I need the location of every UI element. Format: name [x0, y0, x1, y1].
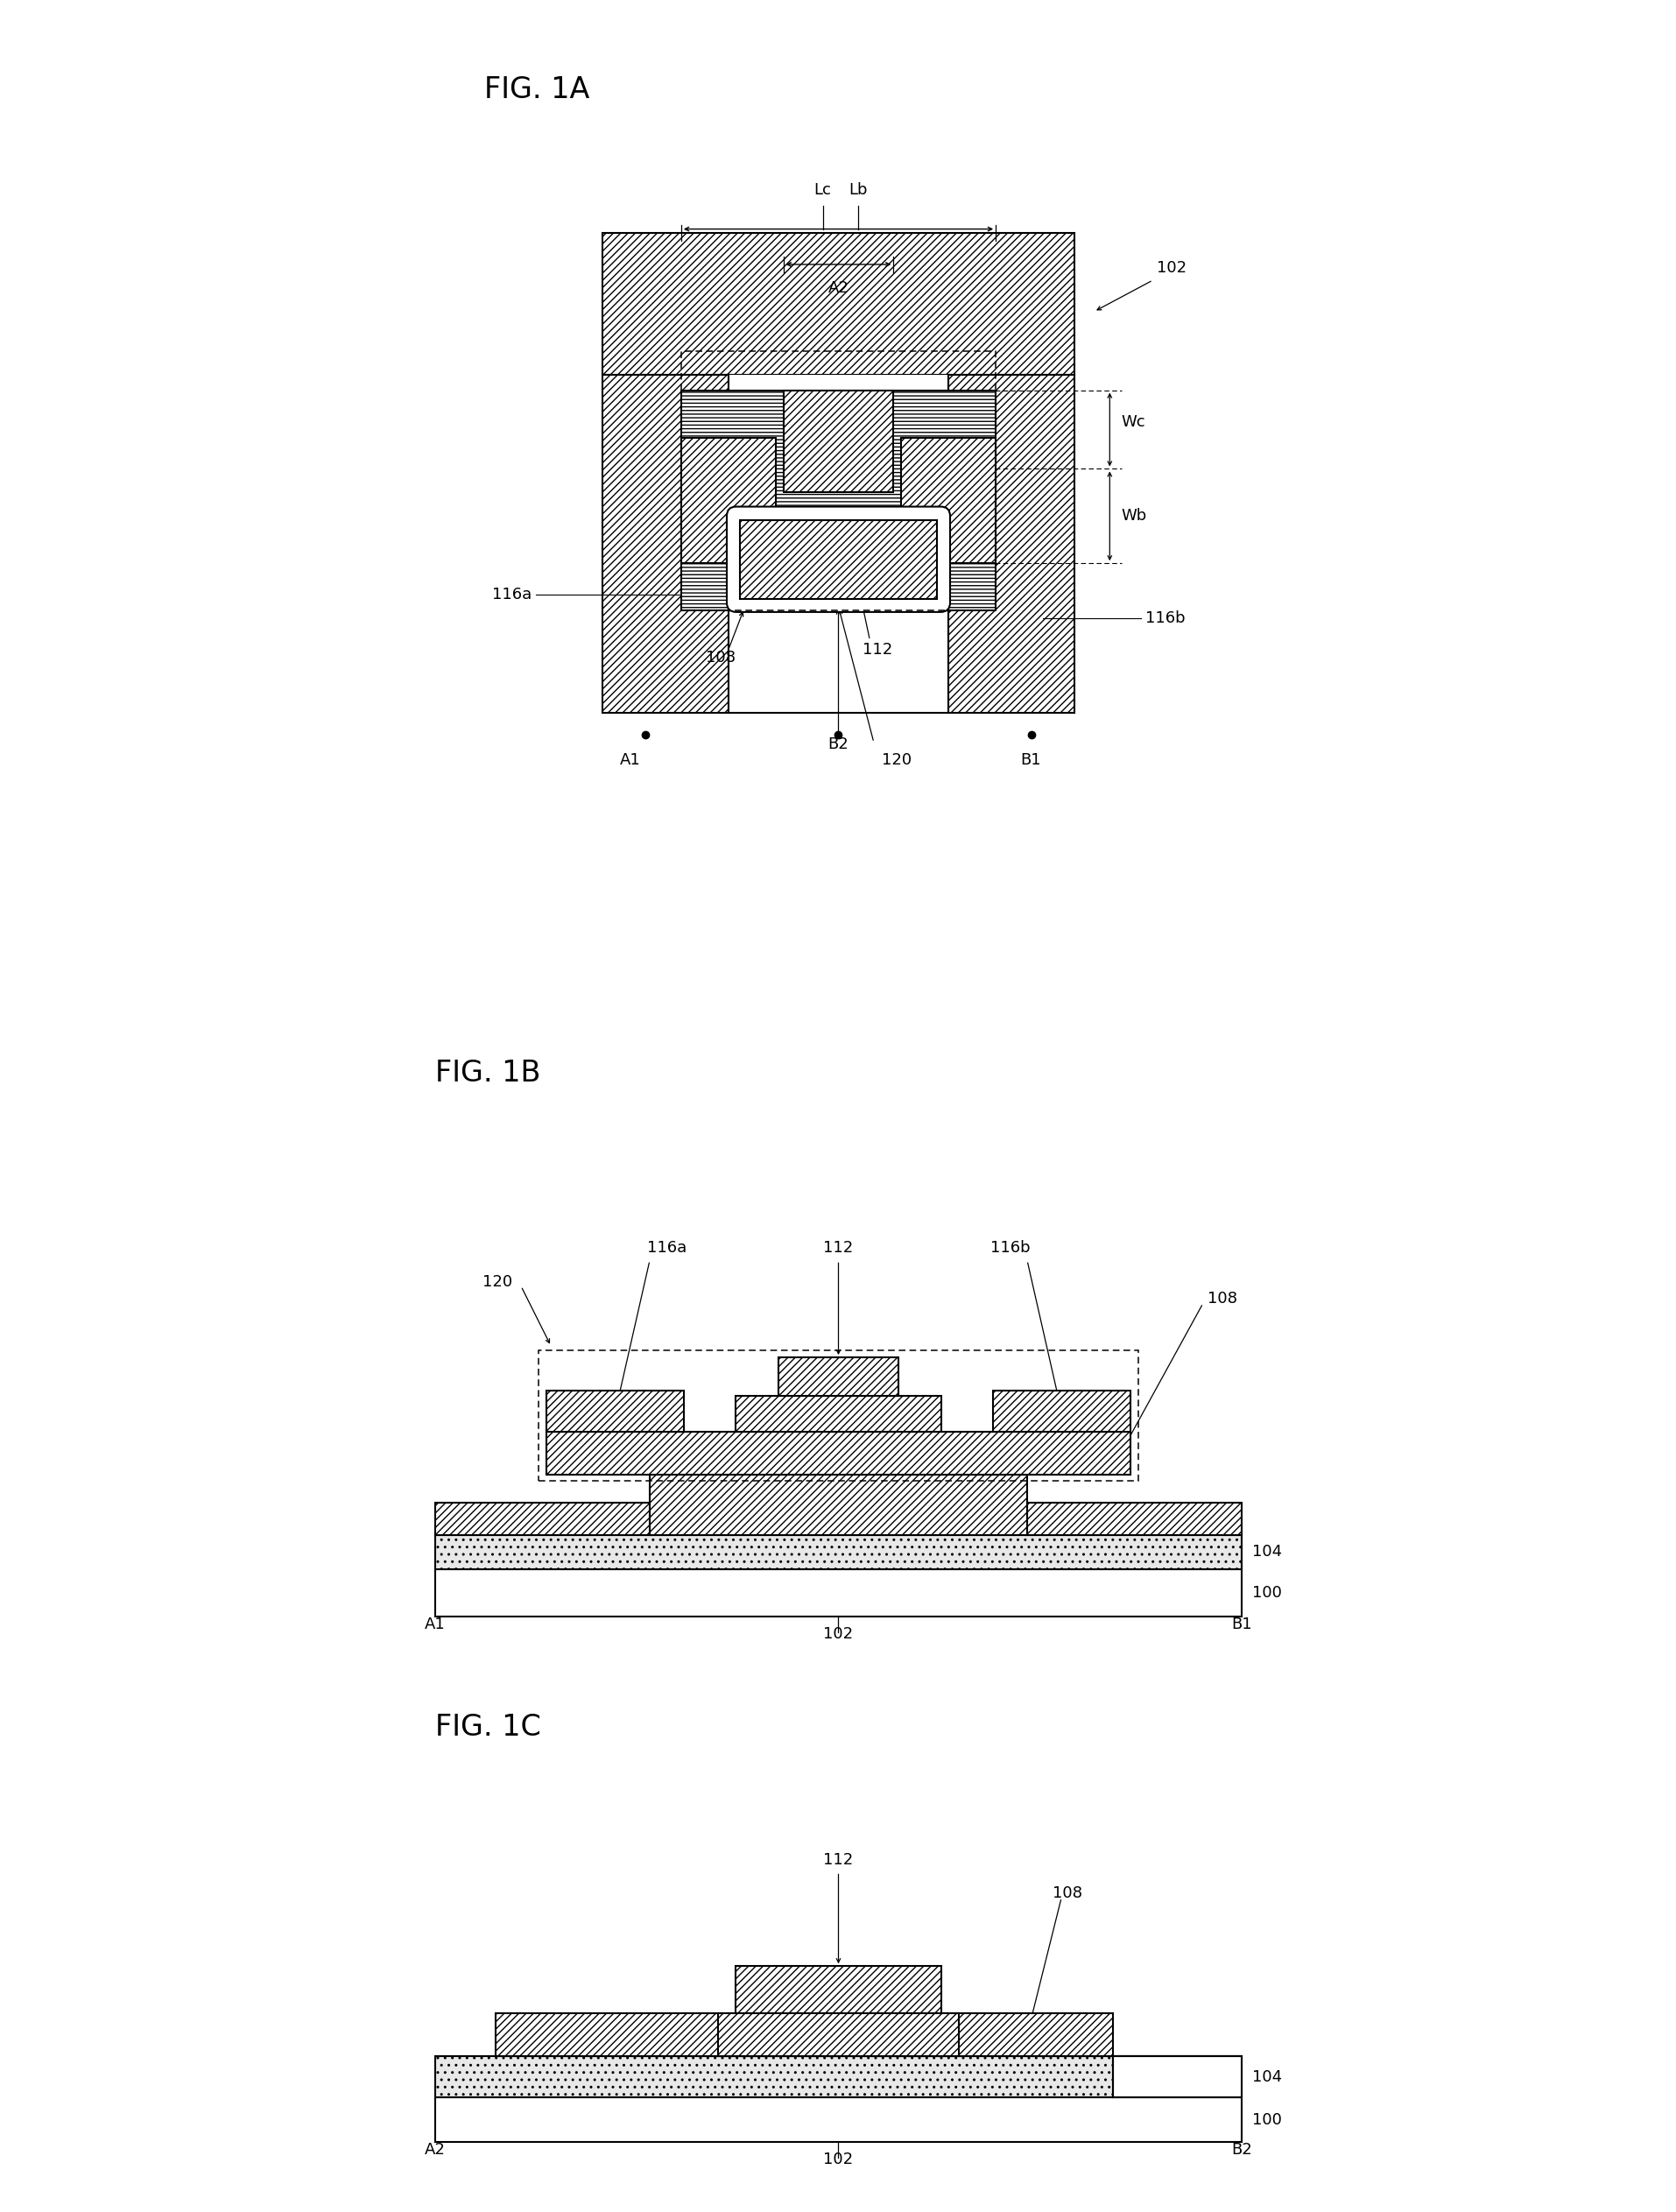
Bar — [436, 1502, 649, 1535]
Text: 104: 104 — [1252, 1544, 1280, 1559]
Bar — [602, 374, 727, 712]
Text: 112: 112 — [863, 641, 892, 657]
Bar — [739, 520, 937, 599]
Bar — [546, 1391, 684, 1431]
Bar — [727, 374, 949, 712]
Text: 112: 112 — [823, 1241, 853, 1256]
Text: 100: 100 — [1252, 2112, 1280, 2128]
Bar — [736, 1966, 940, 2013]
Bar — [494, 2013, 1113, 2057]
Text: FIG. 1A: FIG. 1A — [484, 75, 590, 104]
Bar — [436, 2097, 1240, 2141]
Bar — [1027, 1502, 1240, 1535]
Text: Wc: Wc — [1121, 414, 1145, 429]
Text: 102: 102 — [1156, 261, 1187, 276]
Text: FIG. 1C: FIG. 1C — [436, 1712, 541, 1743]
Bar — [538, 1352, 1138, 1480]
Text: 108: 108 — [1053, 1885, 1083, 1900]
Text: 116a: 116a — [647, 1241, 687, 1256]
Text: B2: B2 — [828, 737, 848, 752]
Text: B2: B2 — [1230, 2141, 1252, 2157]
Text: 100: 100 — [1252, 1586, 1280, 1601]
FancyBboxPatch shape — [726, 507, 950, 613]
Bar — [602, 232, 1074, 374]
Bar — [680, 352, 996, 611]
Text: 108: 108 — [706, 650, 736, 666]
Bar — [778, 1358, 898, 1396]
Text: A2: A2 — [828, 281, 848, 296]
Text: 112: 112 — [823, 1851, 853, 1867]
Text: B1: B1 — [1230, 1617, 1252, 1632]
Text: 116a: 116a — [491, 586, 531, 602]
Bar — [436, 1568, 1240, 1617]
Text: Wb: Wb — [1121, 509, 1146, 524]
Bar — [649, 1475, 1027, 1535]
Text: B1: B1 — [1021, 752, 1041, 768]
Bar — [992, 1391, 1130, 1431]
Text: 102: 102 — [823, 2152, 853, 2168]
Bar — [717, 2013, 959, 2057]
Text: A1: A1 — [424, 1617, 446, 1632]
Bar — [902, 438, 996, 564]
Text: 116b: 116b — [989, 1241, 1029, 1256]
Bar — [949, 374, 1074, 712]
Text: 116b: 116b — [1145, 611, 1185, 626]
Text: A2: A2 — [424, 2141, 446, 2157]
Text: 102: 102 — [823, 1626, 853, 1641]
Text: A1: A1 — [620, 752, 640, 768]
Text: Lc: Lc — [813, 181, 831, 197]
Bar — [783, 389, 893, 493]
Text: FIG. 1B: FIG. 1B — [436, 1060, 540, 1088]
Bar — [736, 1396, 940, 1431]
Text: Lb: Lb — [848, 181, 866, 197]
Bar — [680, 438, 774, 564]
Bar — [546, 1431, 1130, 1475]
Polygon shape — [1113, 2057, 1240, 2097]
Text: 120: 120 — [483, 1274, 513, 1290]
Text: 120: 120 — [882, 752, 912, 768]
Bar — [436, 2057, 1240, 2097]
Bar — [436, 1535, 1240, 1568]
Text: 108: 108 — [1207, 1292, 1237, 1307]
Bar — [680, 389, 996, 611]
Text: 104: 104 — [1252, 2068, 1280, 2084]
